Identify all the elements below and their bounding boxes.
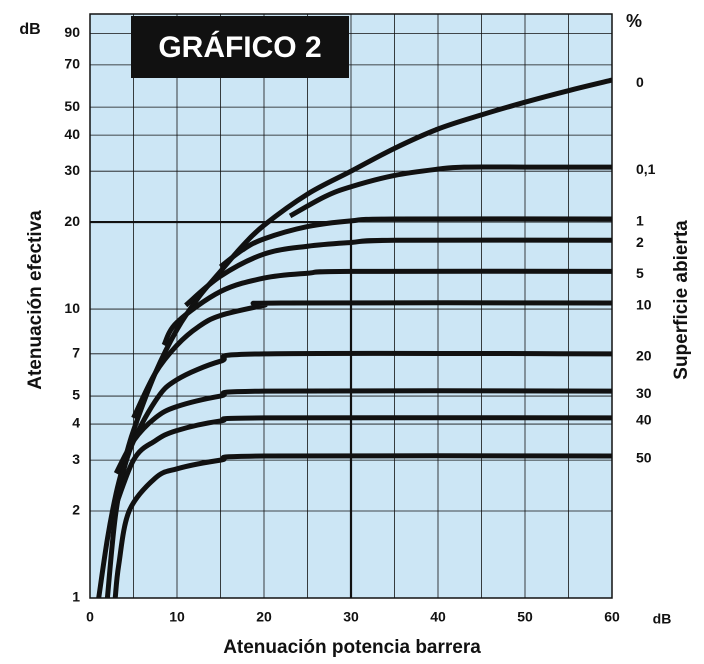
- series-label: 30: [636, 385, 652, 401]
- series-label: 40: [636, 412, 652, 428]
- y-tick-label: 50: [64, 98, 80, 114]
- y-tick-label: 5: [72, 387, 80, 403]
- series-unit: %: [626, 11, 642, 31]
- series-label: 1: [636, 213, 644, 229]
- x-tick-label: 20: [256, 609, 272, 625]
- series-label: 20: [636, 348, 652, 364]
- y-axis-label: Atenuación efectiva: [25, 210, 46, 390]
- y-unit: dB: [19, 21, 40, 38]
- y-tick-label: 40: [64, 126, 80, 142]
- curve: [161, 268, 613, 347]
- series-label: 2: [636, 234, 644, 250]
- x-tick-label: 50: [517, 609, 533, 625]
- plot-area: [89, 13, 613, 599]
- curve: [112, 453, 613, 599]
- curve: [184, 237, 613, 308]
- series-label: 0,1: [636, 161, 656, 177]
- series-label: 10: [636, 297, 652, 313]
- y-tick-label: 10: [64, 300, 80, 316]
- x-axis-label: Atenuación potencia barrera: [223, 637, 481, 658]
- y-tick-label: 2: [72, 502, 80, 518]
- curve: [131, 300, 613, 420]
- series-label: 0: [636, 74, 644, 90]
- series-label: 50: [636, 450, 652, 466]
- x-unit: dB: [653, 611, 672, 627]
- y-tick-label: 7: [72, 345, 80, 361]
- curve: [109, 415, 613, 519]
- y-tick-label: 70: [64, 56, 80, 72]
- y-tick-label: 90: [64, 24, 80, 40]
- series-label: 5: [636, 265, 644, 281]
- curve: [288, 164, 612, 219]
- x-tick-label: 30: [343, 609, 359, 625]
- y-tick-label: 3: [72, 451, 80, 467]
- y-tick-label: 30: [64, 162, 80, 178]
- curve: [218, 216, 613, 269]
- x-tick-label: 0: [86, 609, 94, 625]
- y2-axis-label: Superficie abierta: [671, 220, 692, 380]
- x-tick-label: 40: [430, 609, 446, 625]
- y-tick-label: 20: [64, 213, 80, 229]
- chart-title: GRÁFICO 2: [158, 30, 321, 64]
- x-tick-label: 60: [604, 609, 620, 625]
- y-tick-label: 4: [72, 415, 80, 431]
- y-tick-label: 1: [72, 589, 80, 605]
- curve: [113, 388, 613, 475]
- x-tick-label: 10: [169, 609, 185, 625]
- title-box: [131, 16, 349, 78]
